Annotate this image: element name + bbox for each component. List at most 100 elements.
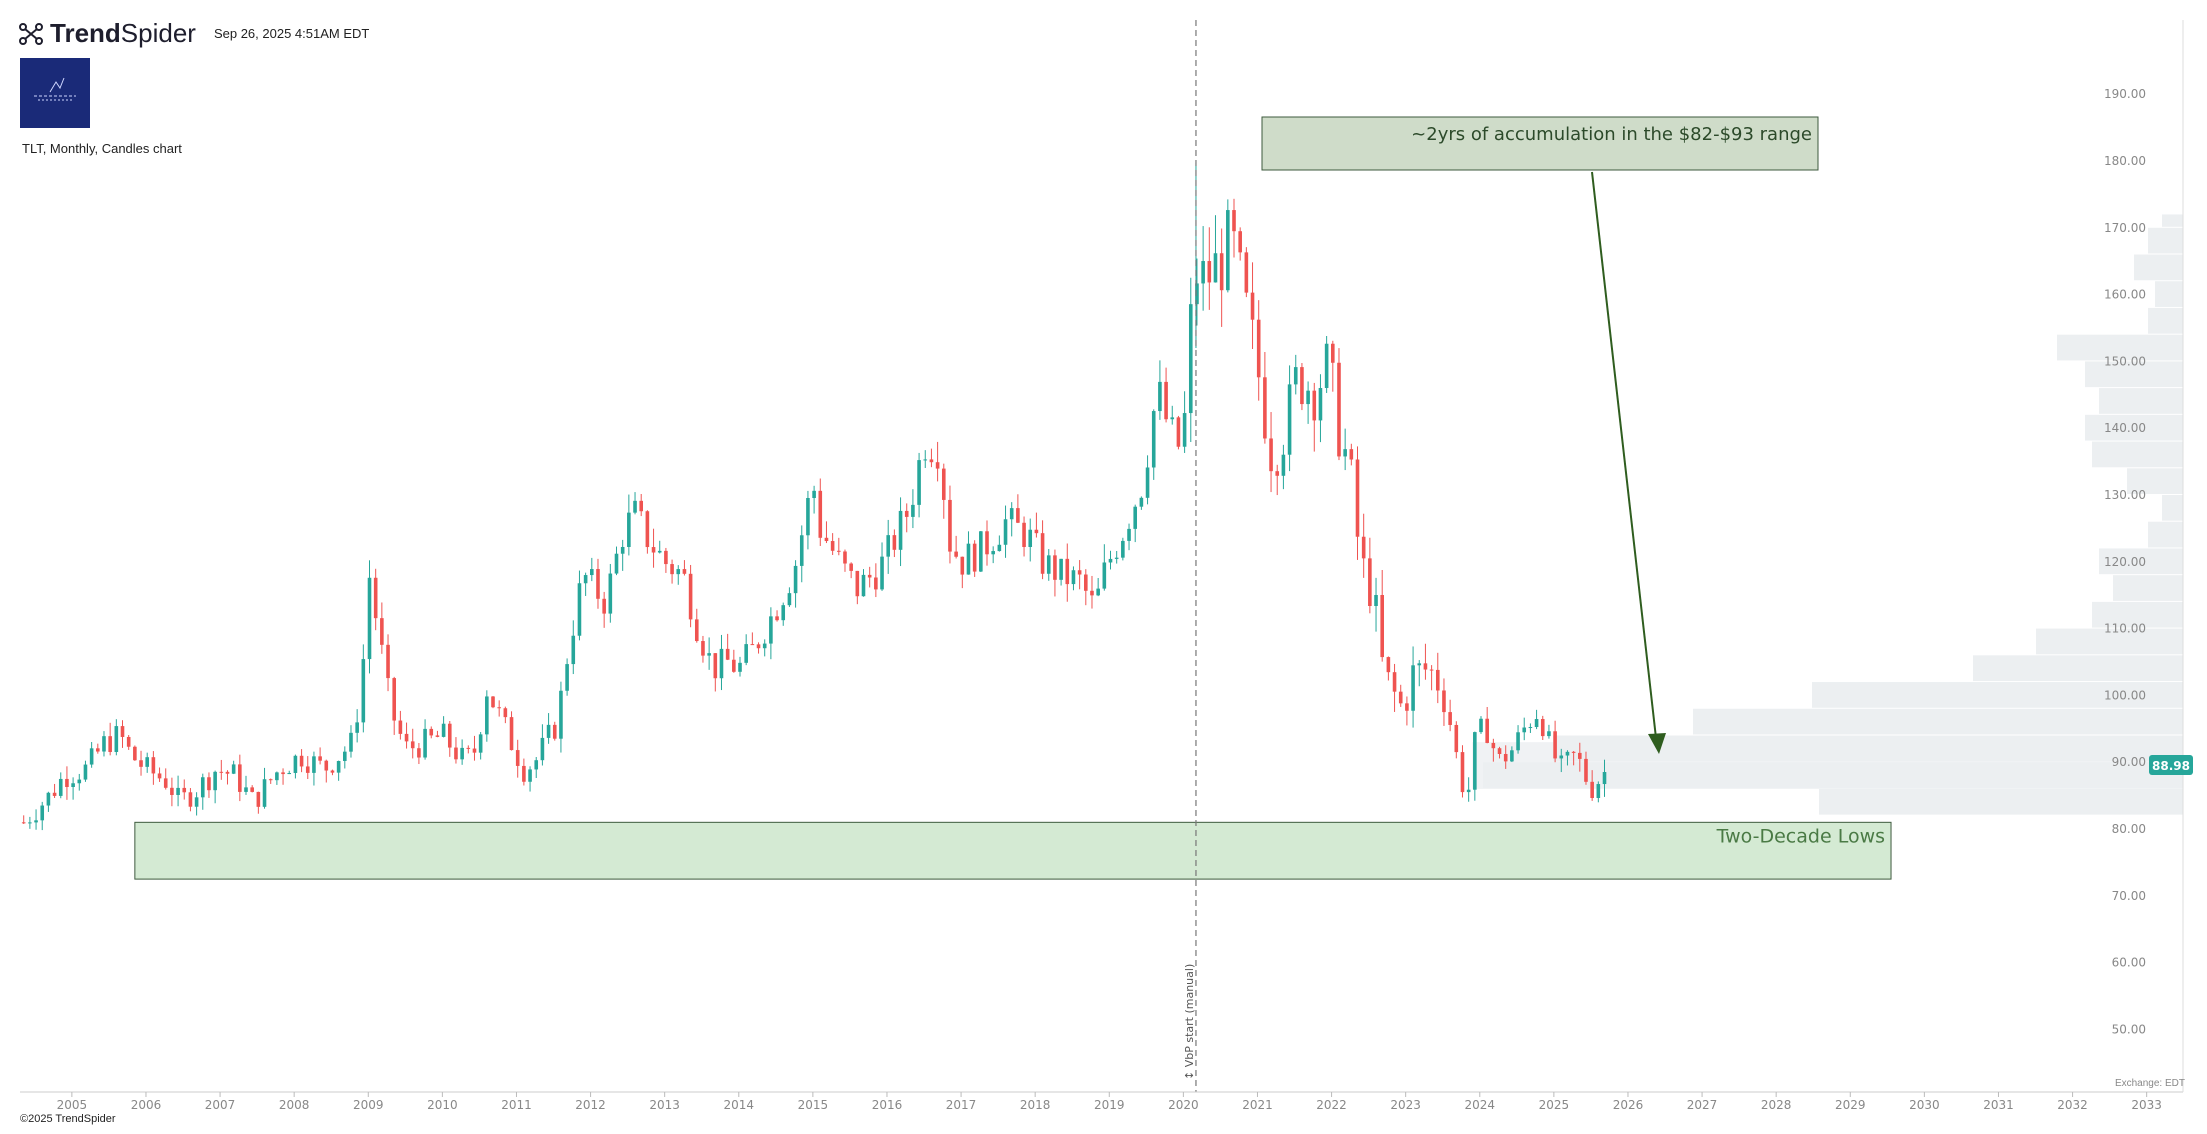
candle [843,549,847,572]
volume-profile-bar [1693,708,2183,735]
candle-body [200,777,205,798]
candle-body [1479,718,1483,733]
candle-body [1602,772,1607,785]
candle-body [380,618,384,645]
candle-body [58,778,63,796]
candle-body [1287,384,1292,455]
candle [423,719,427,760]
candle [886,519,891,574]
volume-profile-bar [2127,468,2183,494]
candle-body [633,500,637,513]
candle [670,559,674,584]
candle [108,722,112,756]
candle-body [552,724,557,739]
candle [1256,300,1261,401]
candle-body [991,551,995,555]
candle-body [1003,519,1008,545]
candle [1442,678,1446,726]
candle-body [812,490,816,499]
volume-profile-bar [2148,227,2183,254]
candle-body [756,644,761,649]
candle [719,634,724,691]
annotations: ~2yrs of accumulation in the $82-$93 ran… [1261,116,1885,847]
candle [979,530,983,573]
brand-name-bold: Trend [50,18,121,48]
x-tick-label: 2017 [946,1098,977,1112]
candle [1386,656,1391,681]
candle [1016,494,1020,524]
candle-body [417,748,421,758]
candle-body [1250,292,1255,320]
candle [651,528,656,568]
candle [1090,575,1094,609]
candle [633,492,637,515]
candle-body [1244,252,1249,293]
candle [34,809,38,830]
candle-body [1102,562,1107,589]
candle [1503,745,1508,769]
candle [1343,428,1347,471]
two-decade-lows-label: Two-Decade Lows [1716,825,1885,847]
brand-logo[interactable]: TrendSpider [18,18,196,49]
candle-body [250,787,254,792]
candle [293,754,298,779]
candle [806,490,810,550]
candle [1040,520,1045,580]
candle [114,719,119,756]
volume-profile [1472,214,2183,815]
timestamp: Sep 26, 2025 4:51AM EDT [213,26,370,41]
candle-body [1127,528,1131,541]
candle [1158,360,1162,420]
candle [151,751,156,785]
candle-body [318,756,322,761]
candle [343,746,347,769]
candle-body [1053,555,1057,580]
candle-body [948,499,952,552]
candle-body [1170,417,1175,420]
candle [145,752,150,773]
candle-body [1553,731,1557,759]
candle [435,730,440,738]
candle-body [194,797,199,807]
candle [361,644,366,733]
candle [324,759,329,783]
candle-body [608,573,613,614]
candle-body [262,779,267,807]
candle-body [1090,590,1094,596]
candle [608,563,613,623]
axes: 50.00 60.00 70.00 80.00 90.00 100.00 110.00 120… [20,20,2193,1112]
candle [867,566,872,588]
candle [571,620,576,675]
candle [1460,745,1465,798]
candle-body [732,659,736,672]
candle-body [855,570,860,597]
candle [1540,715,1545,741]
candle [1596,781,1601,803]
candle [738,656,742,677]
candle-body [528,769,532,782]
candle-body [1219,253,1224,291]
candle-body [1009,508,1014,520]
candle-body [1188,304,1193,414]
candle [1318,374,1323,443]
candle-body [176,787,180,795]
candle-body [386,644,390,679]
candle [769,607,773,660]
brand-name-light: Spider [120,18,196,48]
volume-profile-bar [2036,628,2183,655]
candle [466,745,471,754]
candle-body [799,535,804,566]
candle [559,681,563,753]
candle [985,520,989,566]
candle-body [293,755,298,773]
candle [565,658,569,696]
candle [1429,665,1434,691]
candle [620,539,625,571]
candle [336,760,341,781]
candle [219,759,224,780]
vbp-start-line: ↕ VbP start (manual) [1183,20,1197,1092]
candle-body [1059,558,1063,580]
publisher-logo-icon [34,77,76,101]
candle-body [1392,672,1397,692]
